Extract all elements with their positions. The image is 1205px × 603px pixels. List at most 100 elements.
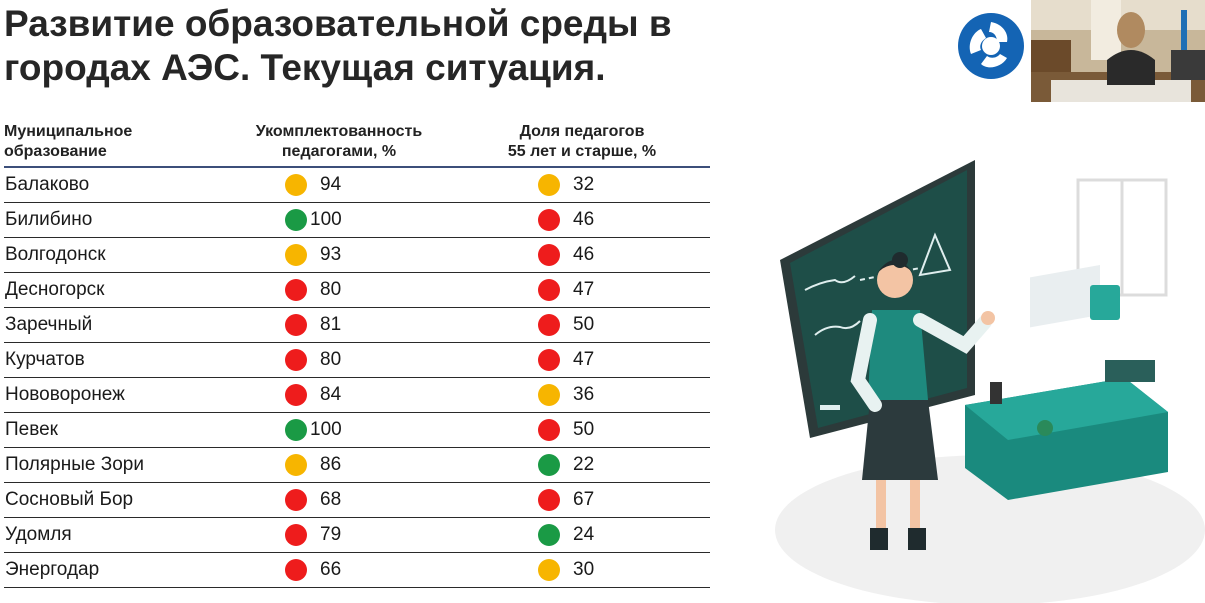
age-cell: 24 — [454, 517, 710, 553]
staffing-value: 80 — [320, 279, 342, 300]
header-city: Муниципальное образование — [4, 122, 224, 168]
teachers-table: Муниципальное образование Укомплектованн… — [4, 122, 710, 588]
status-indicator — [538, 524, 560, 546]
status-indicator — [538, 209, 560, 231]
age-value: 22 — [573, 454, 595, 475]
video-participant-thumbnail[interactable] — [1031, 0, 1205, 102]
status-indicator — [285, 209, 307, 231]
table-row: Энергодар 66 30 — [4, 552, 710, 588]
staffing-cell: 86 — [224, 447, 454, 483]
city-name: Курчатов — [4, 342, 224, 378]
status-indicator — [538, 314, 560, 336]
header-staffing: Укомплектованность педагогами, % — [224, 122, 454, 168]
staffing-cell: 84 — [224, 377, 454, 413]
age-cell: 50 — [454, 307, 710, 343]
staffing-cell: 94 — [224, 167, 454, 203]
status-indicator — [285, 174, 307, 196]
city-name: Десногорск — [4, 272, 224, 308]
age-value: 30 — [573, 559, 595, 580]
staffing-value: 79 — [320, 524, 342, 545]
age-value: 32 — [573, 174, 595, 195]
age-cell: 22 — [454, 447, 710, 483]
city-name: Волгодонск — [4, 237, 224, 273]
city-name: Заречный — [4, 307, 224, 343]
age-cell: 67 — [454, 482, 710, 518]
city-name: Билибино — [4, 202, 224, 238]
status-indicator — [538, 489, 560, 511]
table-row: Сосновый Бор 68 67 — [4, 482, 710, 518]
status-indicator — [538, 559, 560, 581]
table-row: Балаково 94 32 — [4, 167, 710, 203]
city-name: Нововоронеж — [4, 377, 224, 413]
status-indicator — [538, 419, 560, 441]
status-indicator — [285, 279, 307, 301]
status-indicator — [538, 454, 560, 476]
staffing-cell: 66 — [224, 552, 454, 588]
staffing-value: 81 — [320, 314, 342, 335]
age-value: 67 — [573, 489, 595, 510]
age-value: 36 — [573, 384, 595, 405]
teacher-illustration — [775, 160, 1205, 603]
table-row: Удомля 79 24 — [4, 517, 710, 553]
table-header-row: Муниципальное образование Укомплектованн… — [4, 122, 710, 168]
status-indicator — [285, 454, 307, 476]
status-indicator — [538, 349, 560, 371]
status-indicator — [538, 244, 560, 266]
status-indicator — [538, 174, 560, 196]
age-value: 47 — [573, 279, 595, 300]
age-value: 50 — [573, 314, 595, 335]
staffing-cell: 79 — [224, 517, 454, 553]
age-value: 46 — [573, 244, 595, 265]
table-row: Десногорск 80 47 — [4, 272, 710, 308]
staffing-cell: 93 — [224, 237, 454, 273]
table-row: Курчатов 80 47 — [4, 342, 710, 378]
table-row: Нововоронеж 84 36 — [4, 377, 710, 413]
status-indicator — [538, 384, 560, 406]
staffing-value: 86 — [320, 454, 342, 475]
age-value: 50 — [573, 419, 595, 440]
city-name: Сосновый Бор — [4, 482, 224, 518]
staffing-value: 100 — [310, 419, 342, 440]
staffing-value: 100 — [310, 209, 342, 230]
status-indicator — [285, 524, 307, 546]
status-indicator — [285, 559, 307, 581]
staffing-value: 66 — [320, 559, 342, 580]
age-cell: 46 — [454, 202, 710, 238]
age-value: 24 — [573, 524, 595, 545]
status-indicator — [285, 419, 307, 441]
staffing-cell: 68 — [224, 482, 454, 518]
table-row: Полярные Зори 86 22 — [4, 447, 710, 483]
city-name: Балаково — [4, 167, 224, 203]
status-indicator — [285, 314, 307, 336]
staffing-value: 80 — [320, 349, 342, 370]
age-cell: 50 — [454, 412, 710, 448]
age-cell: 47 — [454, 342, 710, 378]
staffing-cell: 100 — [224, 412, 454, 448]
page-title: Развитие образовательной среды в городах… — [4, 2, 904, 90]
status-indicator — [285, 384, 307, 406]
table-row: Заречный 81 50 — [4, 307, 710, 343]
age-cell: 36 — [454, 377, 710, 413]
age-cell: 47 — [454, 272, 710, 308]
status-indicator — [285, 244, 307, 266]
table-row: Волгодонск 93 46 — [4, 237, 710, 273]
staffing-value: 68 — [320, 489, 342, 510]
age-cell: 32 — [454, 167, 710, 203]
staffing-value: 94 — [320, 174, 342, 195]
age-value: 46 — [573, 209, 595, 230]
city-name: Полярные Зори — [4, 447, 224, 483]
staffing-cell: 100 — [224, 202, 454, 238]
staffing-value: 93 — [320, 244, 342, 265]
age-cell: 46 — [454, 237, 710, 273]
page-title-line2: городах АЭС. Текущая ситуация. — [4, 47, 606, 88]
staffing-cell: 80 — [224, 272, 454, 308]
table-row: Билибино 100 46 — [4, 202, 710, 238]
table-row: Певек 100 50 — [4, 412, 710, 448]
status-indicator — [285, 489, 307, 511]
table-body: Балаково 94 32 Билибино 100 46 Волгодонск 93 46 Д… — [4, 167, 710, 588]
staffing-value: 84 — [320, 384, 342, 405]
city-name: Удомля — [4, 517, 224, 553]
status-indicator — [285, 349, 307, 371]
header-age: Доля педагогов 55 лет и старше, % — [454, 122, 710, 168]
page-title-line1: Развитие образовательной среды в — [4, 3, 672, 44]
